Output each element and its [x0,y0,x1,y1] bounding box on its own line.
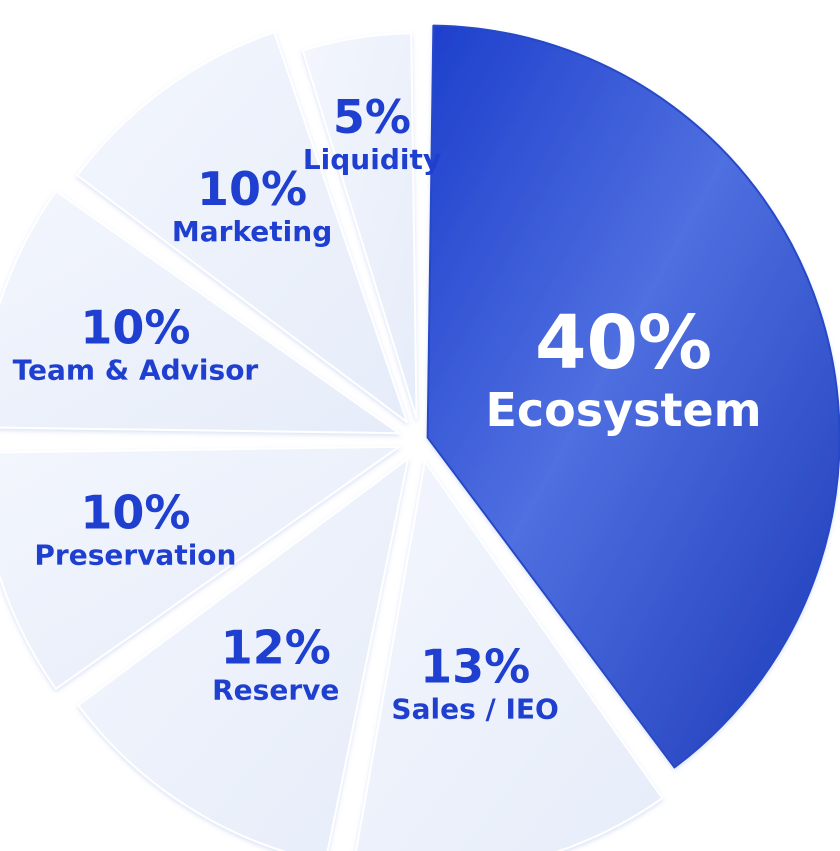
slice-percent-label: 13% [420,640,530,694]
slice-category-label: Team & Advisor [13,354,259,387]
slice-category-label: Reserve [212,673,339,706]
pie-slice-ecosystem [426,24,840,769]
slice-percent-label: 10% [80,301,190,355]
slice-category-label: Sales / IEO [391,693,558,726]
pie-slice-liquidity [301,32,418,420]
slice-category-label: Liquidity [303,143,441,176]
slice-category-label: Marketing [172,215,332,248]
pie-slice-reserve [77,457,410,851]
slice-percent-label: 12% [221,620,331,674]
slice-category-label: Ecosystem [485,383,761,437]
slice-percent-label: 10% [197,162,307,216]
slice-percent-label: 5% [333,90,411,144]
slice-percent-label: 10% [80,485,190,539]
pie-slice-preservation [0,445,401,690]
slice-category-label: Preservation [34,538,236,571]
pie-slice-sales-ieo [355,460,664,851]
pie-slice-marketing [76,31,409,424]
slice-percent-label: 40% [535,300,712,386]
pie-slice-team-advisor [0,190,401,435]
